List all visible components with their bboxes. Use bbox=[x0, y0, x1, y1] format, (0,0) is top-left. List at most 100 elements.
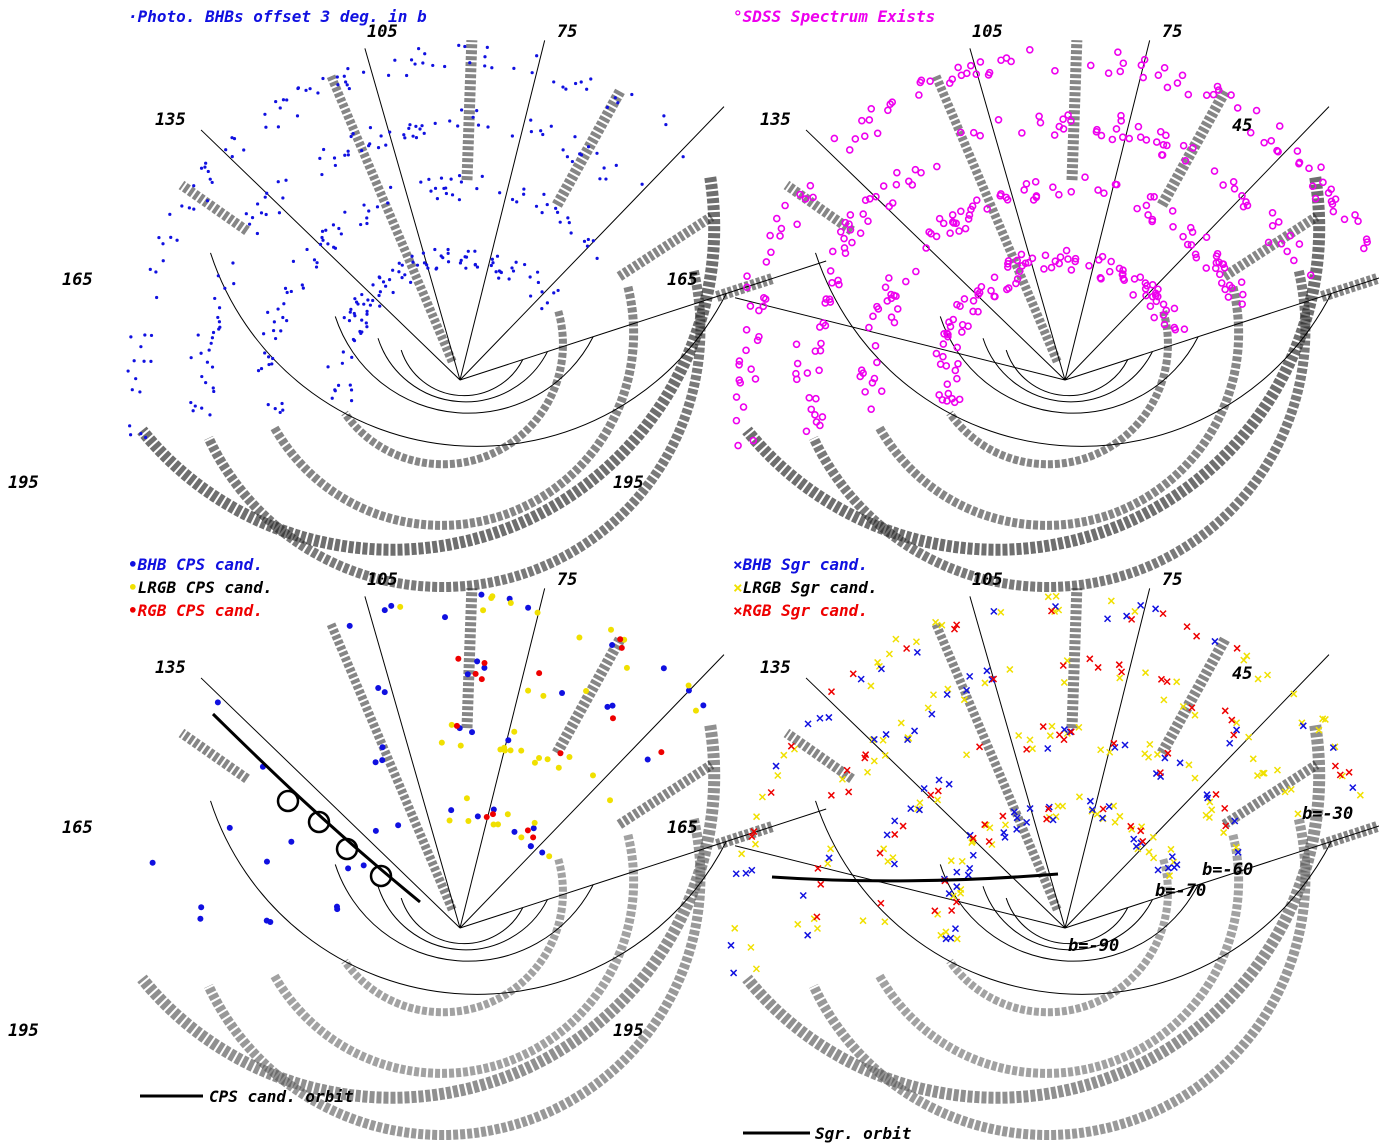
point bbox=[845, 146, 854, 154]
point bbox=[349, 307, 353, 311]
point bbox=[917, 76, 926, 85]
point bbox=[838, 775, 846, 783]
point bbox=[1128, 615, 1136, 623]
point bbox=[934, 787, 942, 795]
point bbox=[1230, 184, 1239, 193]
point bbox=[263, 195, 267, 199]
point bbox=[1290, 256, 1298, 265]
point bbox=[453, 722, 460, 729]
point bbox=[552, 80, 556, 84]
angle-label-105: 105 bbox=[367, 570, 398, 590]
point bbox=[216, 274, 220, 278]
point bbox=[360, 292, 364, 297]
lat-circle-2 bbox=[334, 316, 594, 414]
point bbox=[761, 295, 770, 303]
point bbox=[435, 197, 440, 201]
point bbox=[381, 689, 388, 696]
point bbox=[939, 352, 947, 361]
point bbox=[433, 247, 437, 252]
point bbox=[272, 320, 276, 324]
stripe-density bbox=[742, 588, 1379, 1141]
point bbox=[1152, 138, 1161, 146]
point bbox=[893, 168, 901, 177]
point bbox=[939, 340, 948, 348]
point bbox=[169, 235, 173, 240]
point bbox=[483, 55, 487, 59]
panel-top-right: 105 75 135 45 165 195 °SDSS Spectrum Exists bbox=[613, 7, 1379, 593]
point bbox=[375, 205, 380, 209]
point bbox=[284, 178, 288, 182]
point bbox=[767, 788, 775, 797]
point bbox=[266, 310, 270, 314]
lat-circle-0 bbox=[1005, 897, 1129, 945]
point bbox=[830, 134, 839, 143]
point bbox=[1134, 122, 1143, 131]
scatter-points bbox=[149, 591, 707, 926]
point bbox=[879, 182, 888, 190]
point bbox=[1026, 736, 1034, 744]
point bbox=[1013, 825, 1021, 833]
point bbox=[1308, 182, 1317, 190]
scatter-points bbox=[732, 45, 1371, 450]
legend-entry-2: ×RGB Sgr cand. bbox=[733, 601, 868, 620]
point bbox=[270, 362, 274, 366]
point bbox=[332, 245, 336, 249]
lat-circle-0 bbox=[400, 897, 524, 945]
point bbox=[494, 270, 498, 274]
point bbox=[1295, 158, 1304, 167]
point bbox=[616, 101, 620, 105]
stripe-arc-0 bbox=[946, 310, 1172, 469]
point bbox=[924, 704, 932, 712]
point bbox=[794, 920, 802, 928]
point bbox=[999, 812, 1007, 820]
point bbox=[346, 622, 353, 629]
point bbox=[732, 393, 741, 401]
point bbox=[1245, 733, 1253, 741]
point bbox=[1136, 133, 1145, 142]
point bbox=[542, 192, 546, 196]
point bbox=[863, 768, 872, 776]
point bbox=[364, 321, 368, 325]
point bbox=[1001, 833, 1009, 841]
point bbox=[887, 313, 896, 321]
point bbox=[420, 124, 424, 128]
point bbox=[604, 177, 608, 181]
point bbox=[427, 177, 431, 181]
point bbox=[1112, 125, 1121, 133]
point bbox=[512, 66, 516, 70]
point bbox=[256, 368, 261, 373]
point bbox=[988, 676, 996, 684]
point bbox=[448, 807, 455, 814]
point bbox=[362, 302, 366, 306]
point bbox=[474, 658, 481, 665]
point bbox=[529, 294, 533, 298]
point bbox=[944, 685, 952, 693]
point bbox=[265, 191, 269, 195]
point bbox=[433, 121, 437, 125]
point bbox=[345, 83, 349, 87]
point bbox=[446, 817, 453, 824]
point bbox=[281, 315, 285, 320]
point bbox=[892, 180, 901, 189]
point bbox=[750, 828, 758, 836]
point bbox=[402, 133, 406, 137]
point bbox=[1299, 722, 1307, 730]
point bbox=[969, 307, 977, 316]
point bbox=[444, 191, 449, 196]
point bbox=[1162, 131, 1170, 140]
point bbox=[1118, 133, 1127, 141]
point bbox=[607, 797, 614, 804]
point bbox=[333, 163, 337, 168]
point bbox=[403, 273, 407, 277]
point bbox=[318, 242, 323, 246]
point bbox=[972, 70, 981, 79]
point bbox=[1059, 661, 1067, 670]
point bbox=[375, 685, 382, 692]
point bbox=[727, 941, 735, 949]
point bbox=[464, 671, 471, 678]
point bbox=[1163, 83, 1172, 92]
stripe-radial-4 bbox=[931, 622, 1062, 912]
point bbox=[531, 759, 538, 766]
point bbox=[1144, 211, 1152, 219]
point bbox=[457, 198, 462, 202]
